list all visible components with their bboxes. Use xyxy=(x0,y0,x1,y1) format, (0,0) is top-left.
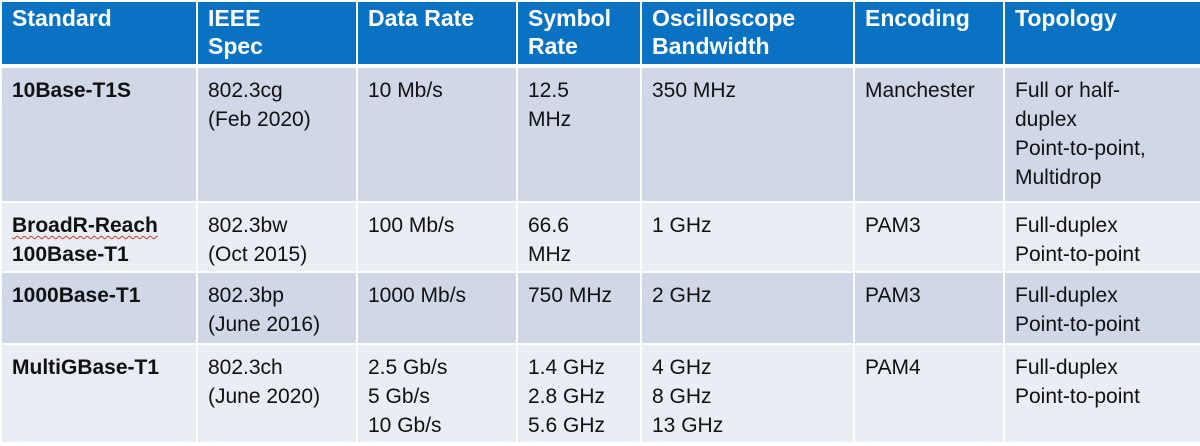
cell-data-rate: 10 Mb/s xyxy=(356,65,518,203)
cell-symbol-rate: 1.4 GHz 2.8 GHz 5.6 GHz xyxy=(516,343,642,444)
cell-topology: Full-duplex Point-to-point xyxy=(1003,201,1200,273)
cell-data-rate: 1000 Mb/s xyxy=(356,271,518,345)
header-data-rate: Data Rate xyxy=(356,0,518,67)
cell-symbol-rate: 750 MHz xyxy=(516,271,642,345)
header-ieee-spec: IEEE Spec xyxy=(196,0,358,67)
cell-topology: Full or half- duplex Point-to-point, Mul… xyxy=(1003,65,1200,203)
spellcheck-word: BroadR-Reach xyxy=(12,214,158,237)
cell-encoding: PAM4 xyxy=(853,343,1005,444)
cell-standard: MultiGBase-T1 xyxy=(0,343,198,444)
table-row: 10Base-T1S 802.3cg (Feb 2020) 10 Mb/s 12… xyxy=(0,65,1200,203)
cell-topology: Full-duplex Point-to-point xyxy=(1003,343,1200,444)
header-standard: Standard xyxy=(0,0,198,67)
cell-bandwidth: 350 MHz xyxy=(640,65,855,203)
header-encoding: Encoding xyxy=(853,0,1005,67)
header-row: Standard IEEE Spec Data Rate Symbol Rate… xyxy=(0,0,1200,67)
header-oscilloscope-bandwidth: Oscilloscope Bandwidth xyxy=(640,0,855,67)
cell-symbol-rate: 66.6 MHz xyxy=(516,201,642,273)
cell-ieee-spec: 802.3bw (Oct 2015) xyxy=(196,201,358,273)
cell-bandwidth: 1 GHz xyxy=(640,201,855,273)
table-body: 10Base-T1S 802.3cg (Feb 2020) 10 Mb/s 12… xyxy=(0,65,1200,444)
cell-data-rate: 2.5 Gb/s 5 Gb/s 10 Gb/s xyxy=(356,343,518,444)
header-topology: Topology xyxy=(1003,0,1200,67)
cell-topology: Full-duplex Point-to-point xyxy=(1003,271,1200,345)
cell-ieee-spec: 802.3bp (June 2016) xyxy=(196,271,358,345)
header-symbol-rate: Symbol Rate xyxy=(516,0,642,67)
cell-encoding: PAM3 xyxy=(853,271,1005,345)
cell-standard: 10Base-T1S xyxy=(0,65,198,203)
table-row: MultiGBase-T1 802.3ch (June 2020) 2.5 Gb… xyxy=(0,343,1200,444)
table-row: BroadR-Reach 100Base-T1 802.3bw (Oct 201… xyxy=(0,201,1200,273)
cell-ieee-spec: 802.3cg (Feb 2020) xyxy=(196,65,358,203)
cell-encoding: PAM3 xyxy=(853,201,1005,273)
cell-symbol-rate: 12.5 MHz xyxy=(516,65,642,203)
cell-bandwidth: 2 GHz xyxy=(640,271,855,345)
cell-bandwidth: 4 GHz 8 GHz 13 GHz xyxy=(640,343,855,444)
table-header: Standard IEEE Spec Data Rate Symbol Rate… xyxy=(0,0,1200,67)
table-row: 1000Base-T1 802.3bp (June 2016) 1000 Mb/… xyxy=(0,271,1200,345)
cell-standard: 1000Base-T1 xyxy=(0,271,198,345)
cell-ieee-spec: 802.3ch (June 2020) xyxy=(196,343,358,444)
cell-standard: BroadR-Reach 100Base-T1 xyxy=(0,201,198,273)
cell-data-rate: 100 Mb/s xyxy=(356,201,518,273)
cell-encoding: Manchester xyxy=(853,65,1005,203)
